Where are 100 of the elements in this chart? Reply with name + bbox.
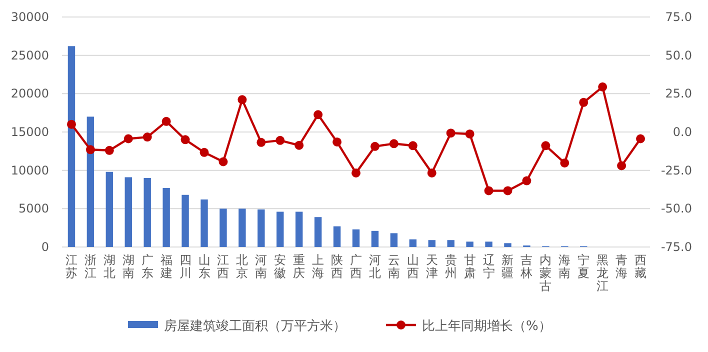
- point: [560, 158, 570, 168]
- x-tick-label: 上海: [312, 253, 324, 280]
- bar: [314, 217, 322, 247]
- point: [370, 142, 380, 151]
- point: [104, 146, 114, 155]
- y2-tick-label: -25.0: [660, 163, 692, 178]
- point: [408, 141, 418, 150]
- y2-tick-label: 75.0: [665, 10, 692, 24]
- legend-label: 房屋建筑竣工面积（万平方米）: [164, 318, 346, 334]
- x-tick-label: 四川: [179, 253, 192, 280]
- y-tick-label: 30000: [10, 10, 49, 24]
- point: [598, 82, 608, 92]
- y-tick-label: 0: [41, 240, 49, 254]
- point: [180, 135, 190, 144]
- point: [389, 139, 398, 148]
- point: [446, 128, 456, 138]
- x-tick-label: 山东: [198, 253, 210, 280]
- y2-tick-label: 25.0: [665, 86, 692, 101]
- x-tick-label: 云南: [388, 253, 400, 280]
- bar: [68, 46, 76, 247]
- x-tick-label: 天津: [426, 253, 438, 280]
- x-tick-label: 河南: [255, 253, 268, 280]
- point: [579, 98, 588, 107]
- bar: [238, 208, 246, 247]
- point: [427, 168, 436, 178]
- bar: [220, 208, 227, 247]
- point: [276, 136, 285, 145]
- bar: [276, 212, 284, 247]
- bar: [485, 242, 492, 247]
- bar: [447, 240, 454, 247]
- x-tick-label: 安徽: [274, 253, 286, 280]
- bar: [86, 116, 94, 247]
- x-tick-label: 河北: [368, 253, 381, 280]
- x-tick-label: 内蒙古: [540, 253, 552, 293]
- bar: [371, 230, 379, 247]
- point: [256, 138, 266, 147]
- bar: [466, 242, 474, 247]
- x-tick-label: 江苏: [65, 253, 78, 280]
- bar: [182, 194, 189, 247]
- point: [465, 129, 474, 138]
- y2-tick-label: 50.0: [665, 48, 692, 62]
- y-tick-label: 10000: [10, 163, 49, 178]
- bar: [504, 243, 512, 247]
- point: [218, 157, 228, 166]
- x-tick-label: 山西: [406, 253, 419, 280]
- x-tick-label: 重庆: [293, 253, 306, 280]
- x-tick-label: 黑龙江: [596, 253, 609, 293]
- x-tick-label: 贵州: [444, 253, 457, 280]
- y-tick-label: 15000: [10, 125, 49, 139]
- point: [162, 116, 171, 126]
- bar: [144, 178, 151, 247]
- bar: [162, 188, 170, 247]
- x-tick-label: 江西: [217, 253, 230, 280]
- x-tick-label: 福建: [159, 253, 172, 280]
- x-tick-label: 湖南: [122, 253, 134, 280]
- point: [541, 141, 550, 150]
- x-tick-label: 海南: [558, 253, 571, 280]
- point: [142, 132, 152, 142]
- bar: [390, 233, 398, 247]
- x-tick-label: 广西: [350, 253, 362, 280]
- y-tick-label: 20000: [10, 86, 49, 101]
- point: [617, 161, 626, 170]
- y2-tick-label: 0.0: [672, 125, 692, 139]
- bar: [409, 239, 417, 247]
- x-tick-label: 浙江: [84, 253, 96, 280]
- x-tick-label: 北京: [236, 253, 248, 280]
- point: [522, 176, 532, 186]
- bar: [106, 172, 114, 247]
- y2-tick-label: -75.0: [660, 240, 692, 254]
- point: [352, 168, 360, 178]
- bar: [295, 212, 303, 247]
- point: [294, 140, 304, 150]
- bar: [352, 229, 360, 247]
- x-tick-label: 宁夏: [578, 253, 590, 280]
- x-tick-label: 辽宁: [482, 253, 495, 280]
- point: [503, 186, 512, 196]
- bar: [333, 226, 341, 247]
- point: [332, 137, 342, 146]
- x-tick-label: 西藏: [634, 253, 647, 280]
- point: [314, 110, 323, 120]
- point: [200, 148, 209, 157]
- x-tick-label: 陕西: [331, 253, 344, 280]
- bar: [258, 209, 265, 247]
- point: [124, 134, 133, 144]
- bar: [428, 240, 436, 247]
- bar: [124, 177, 132, 247]
- y-tick-label: 5000: [18, 202, 49, 216]
- x-tick-label: 新疆: [502, 253, 514, 280]
- x-tick-label: 吉林: [520, 253, 533, 280]
- x-tick-label: 青海: [616, 253, 628, 280]
- point: [484, 186, 494, 196]
- point: [66, 120, 76, 129]
- point: [636, 134, 646, 144]
- x-tick-label: 广东: [141, 253, 154, 280]
- point: [238, 95, 247, 104]
- point: [86, 145, 95, 154]
- x-tick-label: 甘肃: [464, 253, 476, 280]
- x-tick-label: 湖北: [103, 253, 116, 280]
- y2-tick-label: -50.0: [660, 202, 692, 216]
- y-tick-label: 25000: [10, 48, 49, 62]
